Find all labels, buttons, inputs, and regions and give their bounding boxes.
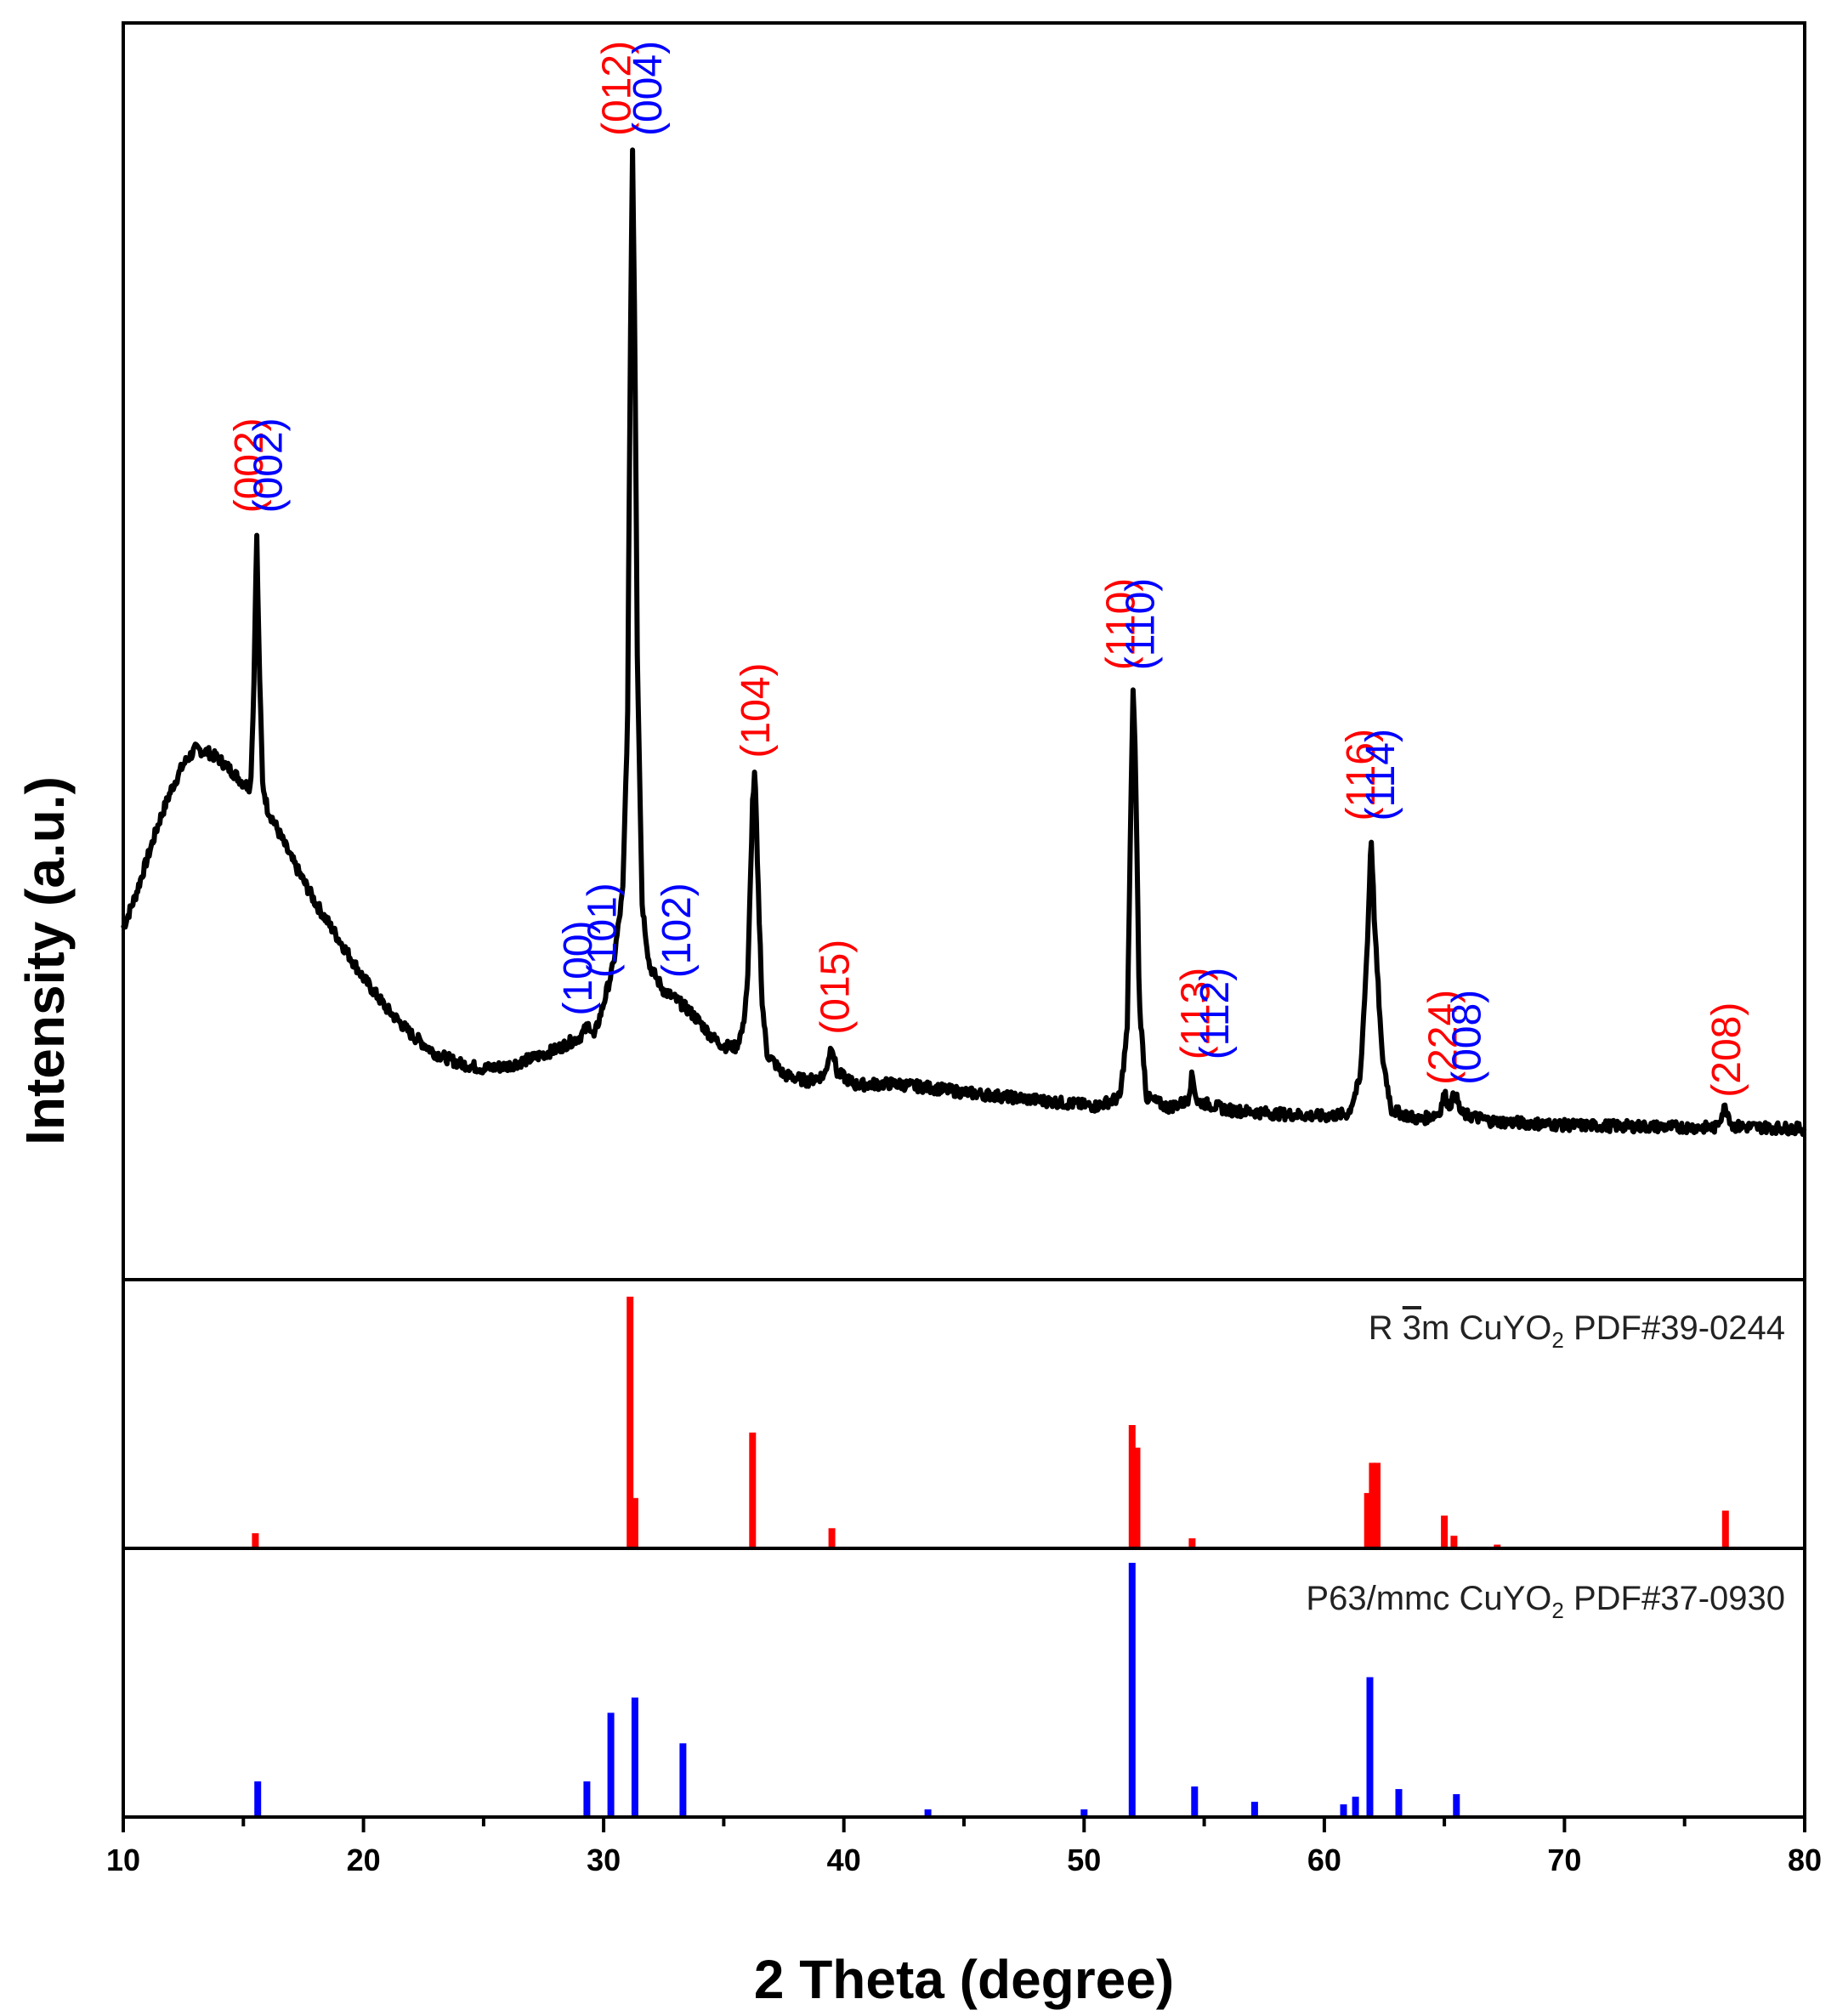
reference-peak-bar (1133, 1447, 1141, 1548)
peak-label: (012) (594, 41, 639, 136)
x-tick-label: 30 (587, 1843, 621, 1877)
reference-peak-bar (828, 1528, 836, 1548)
reference-peak-bar (1128, 1563, 1136, 1817)
reference-peak-bar (1453, 1794, 1460, 1817)
reference-peak-bar (1340, 1804, 1347, 1818)
reference-peak-bar (1369, 1462, 1376, 1548)
reference-peak-bar (1364, 1492, 1371, 1548)
peak-label: (114) (1358, 729, 1403, 821)
reference-peak-bar (627, 1297, 634, 1548)
x-tick-label: 40 (827, 1843, 861, 1877)
reference-peak-bar (631, 1497, 638, 1548)
xrd-pattern-line (121, 147, 1807, 1138)
peak-label: (113) (1173, 968, 1218, 1060)
reference-peak-bar (1191, 1786, 1199, 1817)
reference-peak-bar (924, 1809, 932, 1817)
peak-annotations: (002)(002) (100)(101) (012)(004) (102) (104)… (227, 41, 1749, 1098)
reference-peak-bar (1374, 1462, 1381, 1548)
y-axis-title: Intensity (a.u.) (14, 776, 76, 1145)
peak-label: (002) (247, 417, 292, 513)
overbar-digit: 3 (1403, 1309, 1421, 1347)
peak-label: (008) (1445, 990, 1490, 1085)
peak-label: (002) (227, 417, 272, 513)
reference-peak-bar (607, 1712, 615, 1817)
reference-peak-bar (1721, 1510, 1729, 1548)
peak-label: (112) (1193, 968, 1238, 1060)
reference-peak-bar (1395, 1789, 1403, 1817)
reference-label-hexagonal: P63/mmc CuYO2 PDF#37-0930 (1306, 1580, 1785, 1623)
reference-peak-bar (749, 1432, 757, 1548)
peak-label: (004) (626, 41, 671, 136)
reference-peak-bar (1441, 1515, 1449, 1548)
peak-label: (110) (1099, 578, 1144, 671)
reference-peak-bar (679, 1743, 687, 1817)
peak-label: (224) (1420, 990, 1466, 1085)
reference-peak-bar (631, 1697, 638, 1817)
peak-label: (104) (734, 663, 779, 758)
peak-label: (116) (1339, 729, 1384, 821)
x-tick-label: 80 (1788, 1843, 1822, 1877)
x-tick-label: 10 (106, 1843, 140, 1877)
reference-peak-bar (1188, 1538, 1196, 1548)
reference-peak-bar (254, 1781, 262, 1817)
reference-label-rhombohedral: R 3m CuYO2 PDF#39-0244 (1369, 1309, 1785, 1353)
x-tick-label: 20 (347, 1843, 381, 1877)
reference-peak-bar (583, 1781, 591, 1817)
reference-peak-bar (1352, 1797, 1359, 1817)
peak-label: (100) (556, 921, 601, 1016)
reference-panel-rhombohedral: R 3m CuYO2 PDF#39-0244 (122, 1278, 1806, 1550)
reference-peak-bar (1494, 1544, 1501, 1548)
reference-peak-bar (1250, 1802, 1258, 1817)
reference-peak-bar (1080, 1809, 1088, 1817)
peak-label: (015) (813, 940, 858, 1035)
x-tick-label: 70 (1547, 1843, 1581, 1877)
x-tick-label: 60 (1307, 1843, 1341, 1877)
reference-peak-bar (1128, 1425, 1136, 1548)
peak-label: (102) (655, 883, 700, 978)
x-axis: 10 20 30 40 50 60 70 80 (106, 1817, 1822, 1877)
peak-label: (101) (580, 883, 625, 978)
reference-peak-bar (1450, 1536, 1458, 1548)
x-axis-title: 2 Theta (degree) (754, 1949, 1174, 2010)
reference-bars-rhombohedral (252, 1297, 1729, 1548)
reference-peak-bar (252, 1533, 259, 1548)
peak-label: (110) (1118, 578, 1163, 671)
reference-bars-hexagonal (254, 1563, 1460, 1818)
reference-peak-bar (1366, 1677, 1374, 1817)
peak-label: (208) (1704, 1002, 1749, 1098)
x-tick-label: 50 (1067, 1843, 1101, 1877)
